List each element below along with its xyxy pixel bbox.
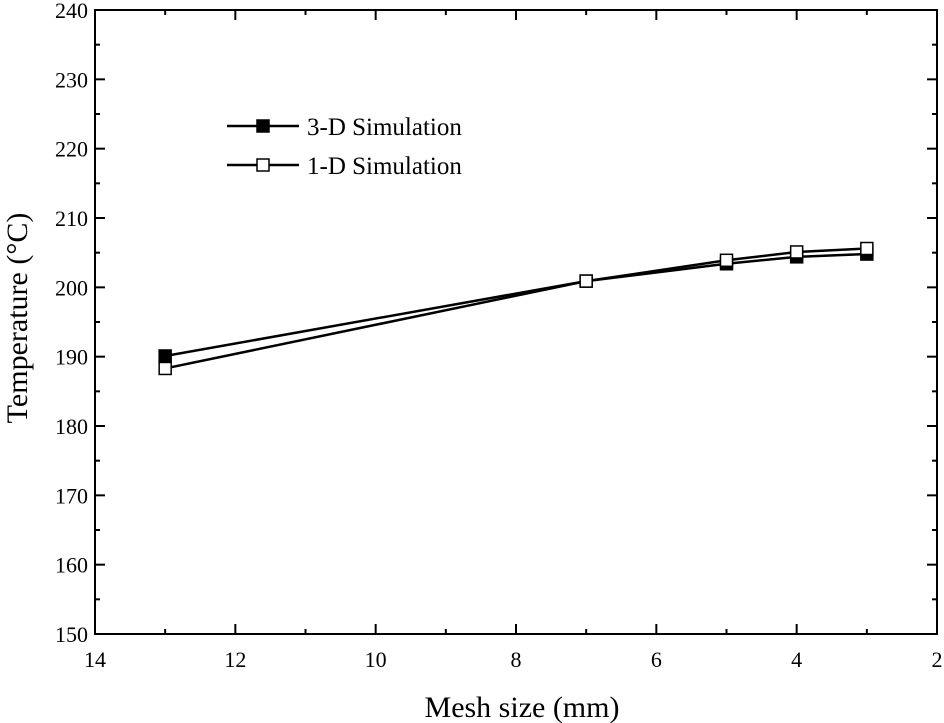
series-line-1-d-simulation [164,247,867,370]
y-tick-label: 220 [55,137,88,162]
y-tick-label: 240 [55,0,88,23]
x-tick-label: 8 [511,647,522,672]
legend-marker-1-d-simulation [256,158,270,172]
x-axis: 14 12 10 8 6 4 2 [84,10,943,672]
series-layer [158,241,874,376]
x-tick-label: 12 [224,647,246,672]
data-point-1-d-simulation [789,245,804,259]
data-point-1-d-simulation [860,241,874,256]
x-tick-label: 14 [84,647,106,672]
y-tick-label: 160 [55,553,88,578]
y-tick-label: 230 [55,67,88,92]
y-tick-label: 150 [55,622,88,647]
legend-label-3-d-simulation: 3-D Simulation [307,114,462,141]
legend-label-1-d-simulation: 1-D Simulation [307,153,462,180]
x-tick-label: 6 [651,647,662,672]
y-axis: 150 160 170 180 190 200 210 220 230 240 [55,0,937,647]
y-tick-label: 210 [55,206,88,231]
x-axis-title: Mesh size (mm) [425,691,620,723]
y-tick-label: 170 [55,483,88,508]
x-tick-label: 2 [932,647,943,672]
legend: 3-D Simulation 1-D Simulation [227,114,462,180]
x-tick-label: 4 [791,647,802,672]
x-tick-label: 10 [365,647,387,672]
data-point-1-d-simulation [158,361,172,376]
y-tick-label: 180 [55,414,88,439]
plot-frame [94,9,938,635]
legend-marker-3-d-simulation [256,119,270,133]
series-line-3-d-simulation [164,252,867,358]
data-point-1-d-simulation [719,253,734,268]
data-point-1-d-simulation [579,274,593,288]
y-axis-title: Temperature (°C) [1,213,34,424]
data-point-3-d-simulation [158,349,172,363]
y-tick-label: 190 [55,345,88,370]
y-tick-label: 200 [55,275,88,300]
